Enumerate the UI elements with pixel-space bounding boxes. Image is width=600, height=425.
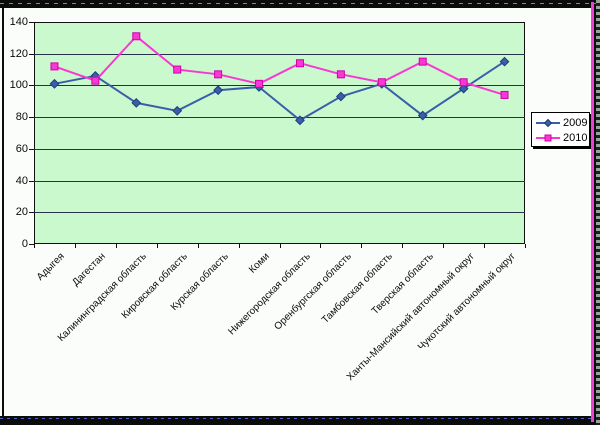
- data-point-marker-2010[interactable]: [377, 78, 386, 87]
- data-point-marker-2010[interactable]: [214, 70, 223, 79]
- y-axis-tick: [29, 117, 34, 118]
- data-point-marker-2010[interactable]: [418, 57, 427, 66]
- series-line-2009[interactable]: [54, 60, 506, 122]
- x-axis-tick: [198, 244, 199, 248]
- x-axis-tick: [443, 244, 444, 248]
- x-axis-tick: [239, 244, 240, 248]
- data-point-marker-2009[interactable]: [417, 110, 428, 121]
- x-axis-tick: [157, 244, 158, 248]
- data-point-marker-2009[interactable]: [131, 97, 142, 108]
- bottom-frame-bar: [0, 416, 591, 425]
- data-point-marker-2009[interactable]: [499, 56, 510, 67]
- legend-diamond-marker-icon: [536, 118, 560, 127]
- data-point-marker-2010[interactable]: [255, 79, 264, 88]
- x-axis-tick: [402, 244, 403, 248]
- data-point-marker-2009[interactable]: [213, 85, 224, 96]
- data-point-marker-2009[interactable]: [295, 115, 305, 126]
- top-frame-dashed-line: [0, 3, 600, 4]
- y-axis-tick-label-60: 60: [15, 143, 28, 155]
- data-point-marker-2009[interactable]: [335, 91, 346, 102]
- legend-item-2010[interactable]: 2010: [535, 130, 589, 145]
- top-frame-bar: [0, 0, 600, 8]
- data-point-marker-2009[interactable]: [458, 83, 469, 94]
- bottom-frame-dashed-line: [0, 418, 591, 419]
- y-axis-tick-label-100: 100: [9, 79, 28, 91]
- y-axis-tick-label-20: 20: [15, 206, 28, 218]
- data-point-marker-2010[interactable]: [132, 32, 141, 41]
- legend-label: 2009: [563, 116, 588, 129]
- y-axis-tick-label-0: 0: [21, 238, 28, 250]
- gridline-100: [34, 85, 525, 86]
- x-axis-tick: [525, 244, 526, 248]
- x-axis-tick: [75, 244, 76, 248]
- x-axis-tick: [34, 244, 35, 248]
- legend-label: 2010: [563, 131, 588, 144]
- data-point-marker-2010[interactable]: [459, 78, 468, 87]
- data-point-marker-2009[interactable]: [172, 105, 183, 116]
- y-axis-tick-label-40: 40: [15, 175, 28, 187]
- series-2009[interactable]: [49, 56, 510, 126]
- y-axis-tick: [29, 149, 34, 150]
- data-point-marker-2010[interactable]: [295, 59, 304, 68]
- x-axis-tick: [484, 244, 485, 248]
- gridline-80: [34, 117, 525, 118]
- data-point-marker-2010[interactable]: [50, 62, 59, 71]
- y-axis-tick: [29, 244, 34, 245]
- gridline-20: [34, 212, 525, 213]
- y-axis-tick: [29, 85, 34, 86]
- data-point-marker-2010[interactable]: [500, 90, 509, 99]
- gridline-40: [34, 181, 525, 182]
- y-axis-tick: [29, 181, 34, 182]
- series-line-2010[interactable]: [54, 34, 505, 96]
- data-point-marker-2010[interactable]: [336, 70, 345, 79]
- series-layer[interactable]: [34, 22, 525, 244]
- data-point-marker-2010[interactable]: [173, 65, 182, 74]
- gridline-60: [34, 149, 525, 150]
- right-edge-dashed-column: [596, 0, 600, 425]
- data-point-marker-2009[interactable]: [49, 78, 60, 89]
- series-2010[interactable]: [50, 32, 509, 99]
- x-axis-tick: [320, 244, 321, 248]
- right-magenta-stripe: [591, 2, 594, 422]
- y-axis-tick-label-120: 120: [9, 48, 28, 60]
- gridline-120: [34, 54, 525, 55]
- left-frame-line: [2, 8, 4, 416]
- y-axis-tick-label-140: 140: [9, 16, 28, 28]
- x-axis-tick: [116, 244, 117, 248]
- y-axis-tick: [29, 22, 34, 23]
- y-axis-tick: [29, 212, 34, 213]
- legend-item-2009[interactable]: 2009: [535, 115, 589, 130]
- data-point-marker-2010[interactable]: [91, 76, 100, 85]
- legend-square-marker-icon: [536, 134, 560, 141]
- legend[interactable]: 2009 2010: [531, 112, 590, 147]
- x-axis-tick: [361, 244, 362, 248]
- y-axis-tick: [29, 54, 34, 55]
- x-axis-tick: [280, 244, 281, 248]
- y-axis-tick-label-80: 80: [15, 111, 28, 123]
